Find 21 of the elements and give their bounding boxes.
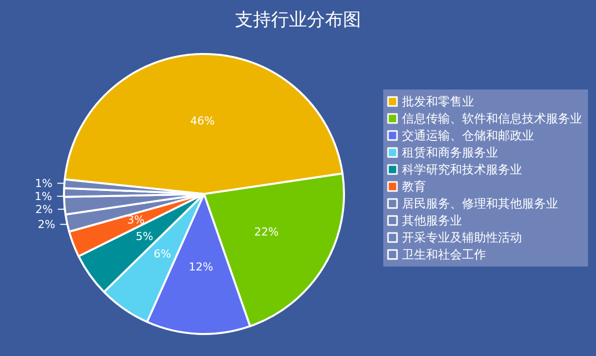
data-label: 5% [136,230,154,243]
chart-title: 支持行业分布图 [235,10,361,30]
legend-label: 卫生和社会工作 [402,248,486,262]
legend-label: 交通运输、仓储和邮政业 [402,128,534,142]
data-label: 1% [34,190,52,203]
legend-label: 信息传输、软件和信息技术服务业 [402,112,582,126]
data-label: 1% [34,176,52,190]
data-label: 3% [127,214,145,227]
data-label: 2% [35,202,53,216]
data-label: 12% [188,260,214,274]
data-label: 6% [154,247,172,260]
legend-label: 租赁和商务服务业 [402,146,498,160]
legend-label: 批发和零售业 [402,94,474,108]
legend-label: 科学研究和技术服务业 [402,162,522,176]
data-label: 2% [38,218,56,231]
legend-label: 教育 [402,180,426,194]
data-label: 22% [254,225,279,238]
data-label: 46% [190,114,215,128]
legend-label: 居民服务、修理和其他服务业 [402,196,558,210]
legend-label: 开采专业及辅助性活动 [402,230,522,244]
legend-label: 其他服务业 [402,214,462,228]
